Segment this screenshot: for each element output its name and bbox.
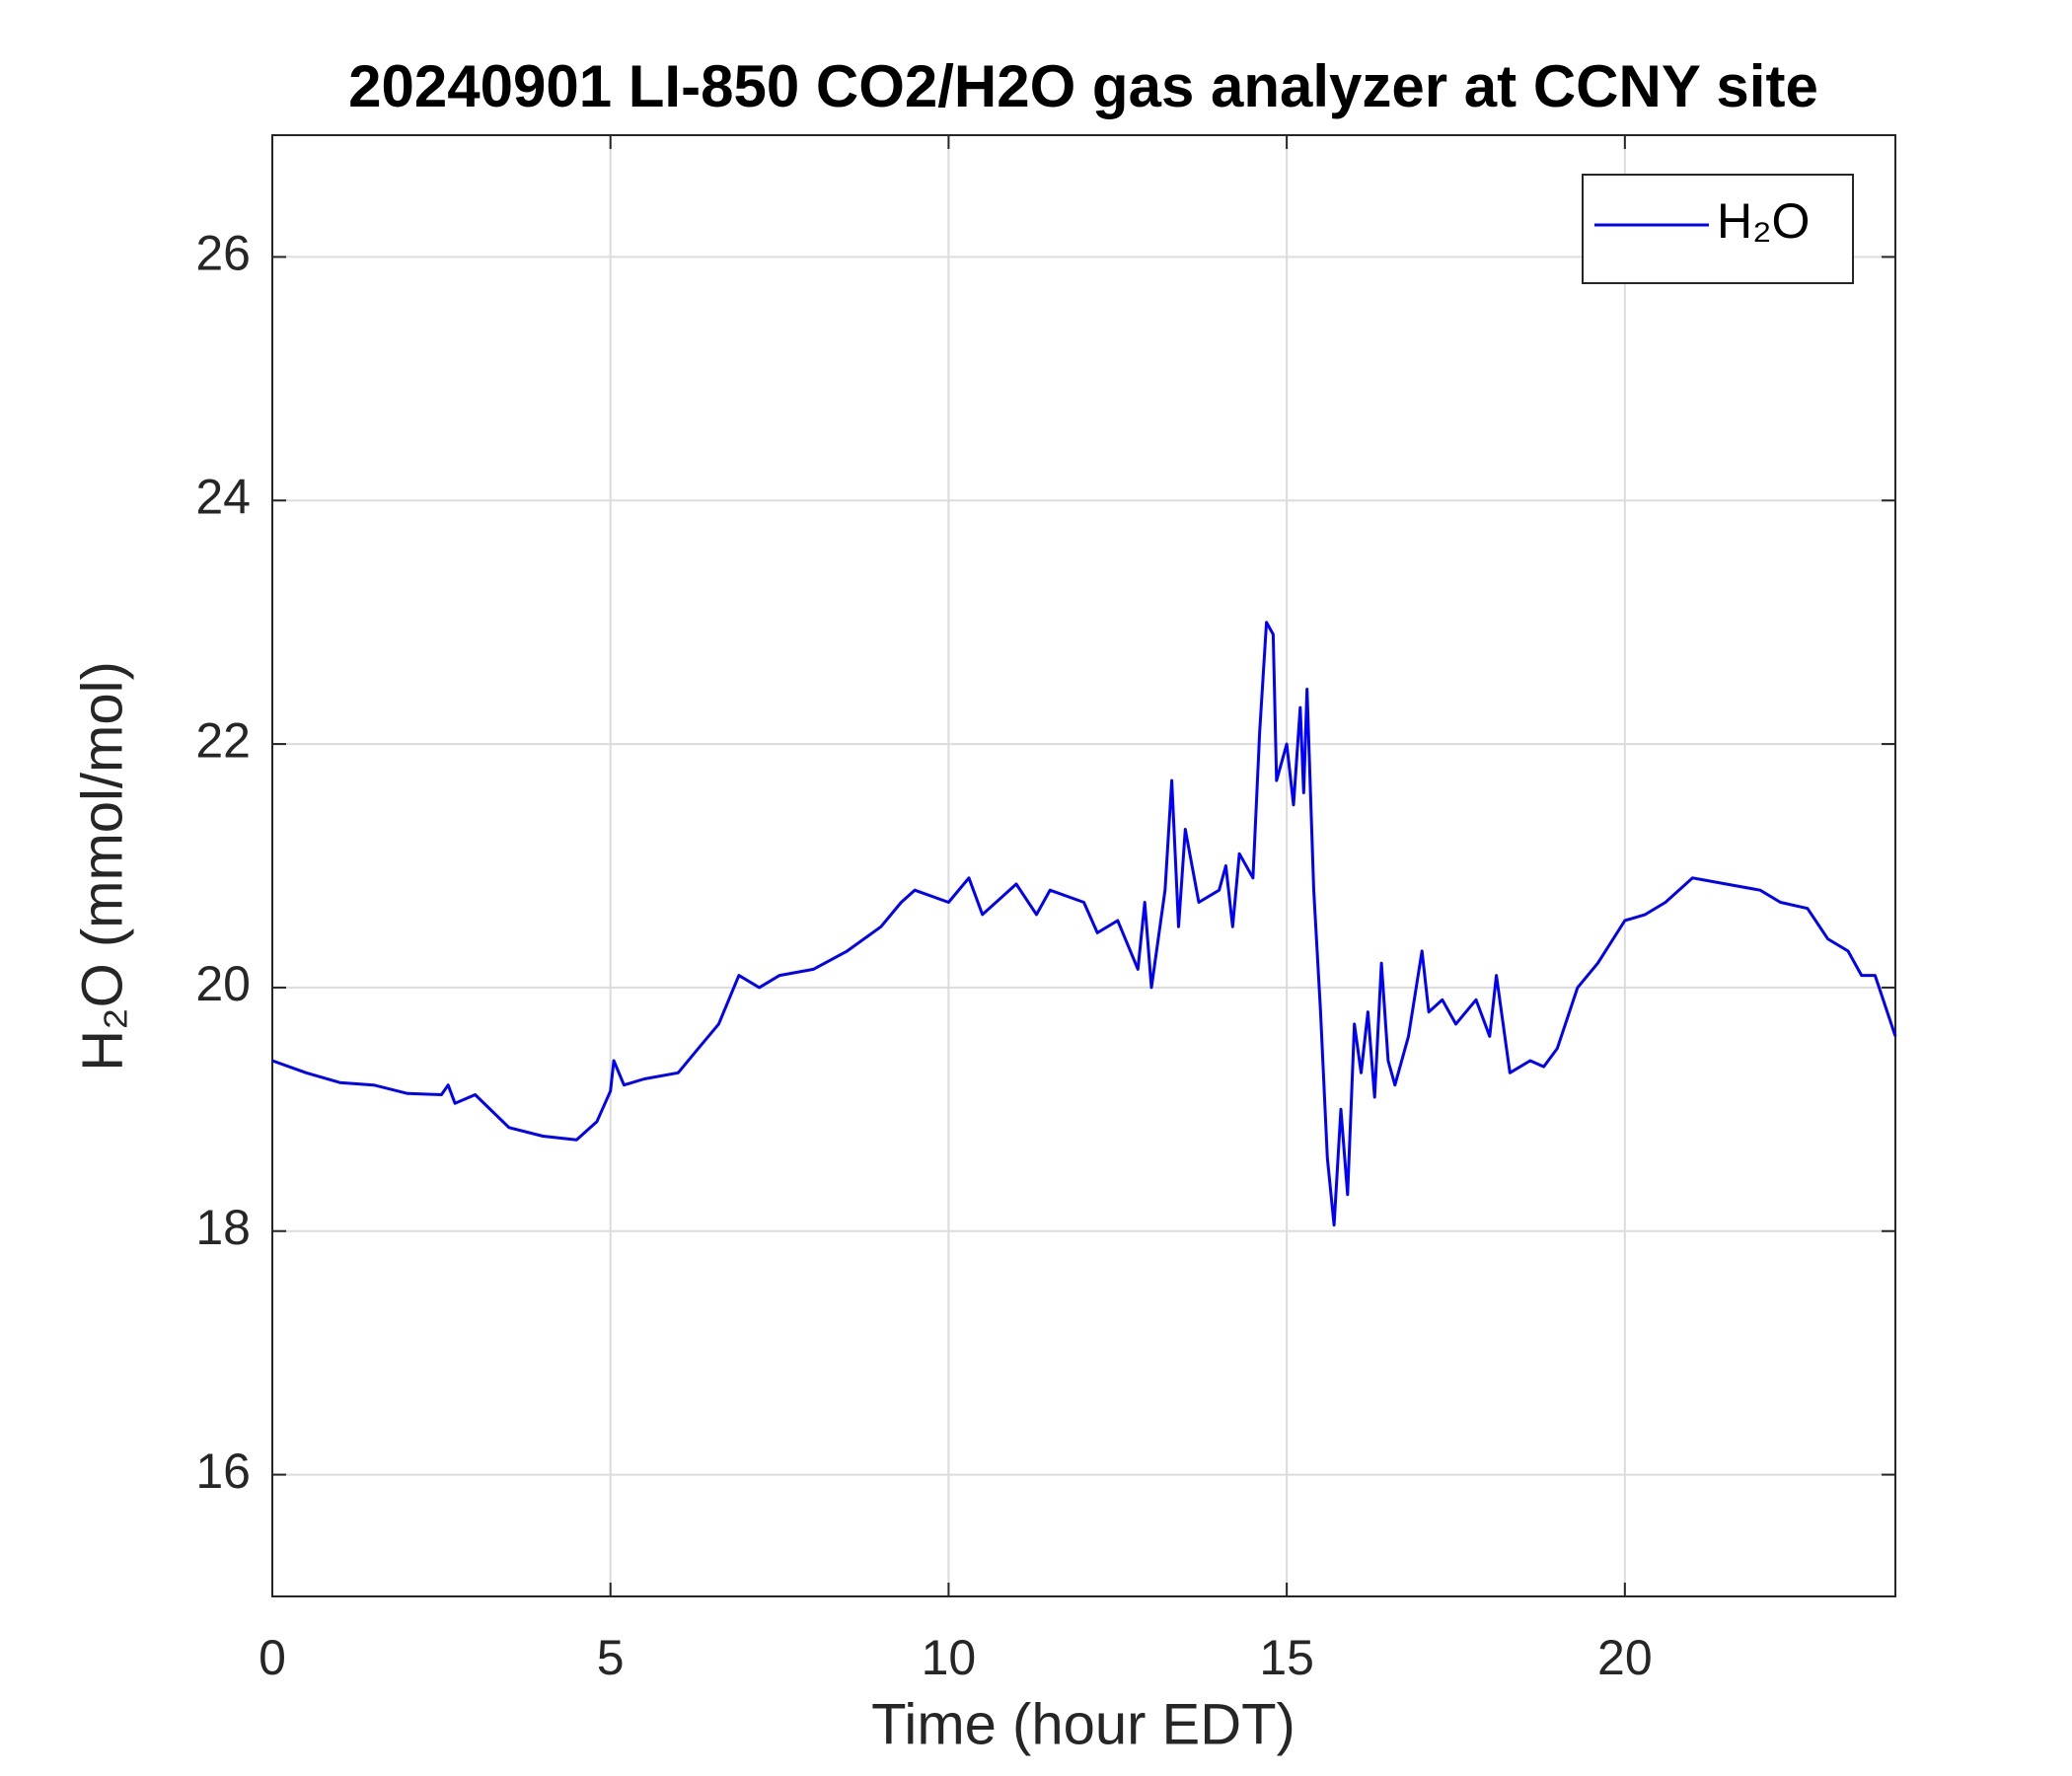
y-axis-label: H₂O (mmol/mol) <box>70 661 134 1072</box>
plot-frame <box>271 134 1896 1597</box>
x-tick-label: 10 <box>922 1630 977 1685</box>
y-tick-label: 18 <box>195 1200 251 1255</box>
y-tick-label: 22 <box>195 712 251 768</box>
y-tick-label: 24 <box>195 469 251 524</box>
legend-label: H₂O <box>1717 193 1810 249</box>
x-tick-label: 15 <box>1259 1630 1314 1685</box>
x-tick-label: 0 <box>259 1630 286 1685</box>
chart-title: 20240901 LI-850 CO2/H2O gas analyzer at … <box>348 53 1818 119</box>
y-tick-label: 20 <box>195 956 251 1011</box>
legend-box <box>1582 174 1854 284</box>
y-tick-label: 16 <box>195 1443 251 1499</box>
x-axis-label: Time (hour EDT) <box>871 1692 1295 1756</box>
data-line <box>271 621 1897 1227</box>
y-tick-label: 26 <box>195 226 251 281</box>
x-tick-label: 20 <box>1597 1630 1653 1685</box>
x-tick-label: 5 <box>597 1630 625 1685</box>
